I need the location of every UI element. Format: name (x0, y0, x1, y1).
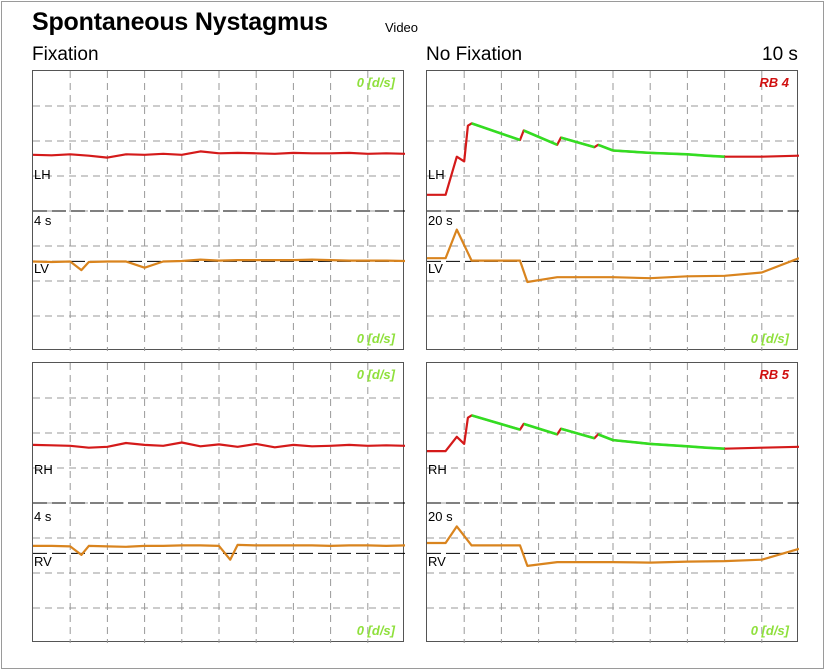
slow-phase-segment (471, 414, 521, 431)
trace-rv (427, 525, 799, 567)
velocity-label-bottom: 0 [d/s] (750, 331, 789, 346)
slow-phase-segment (560, 136, 595, 149)
label-scale: 4 s (34, 213, 52, 228)
no-fixation-header: No Fixation (426, 44, 523, 65)
trace-lv (33, 258, 405, 272)
label-h: RH (34, 462, 53, 477)
beat-count-label: RB 4 (759, 75, 789, 90)
slow-phase-segment (523, 422, 558, 436)
label-scale: 4 s (34, 509, 52, 524)
label-v: LV (428, 261, 443, 276)
chart-bottom-right (427, 363, 799, 643)
slow-phase-segment (650, 151, 688, 156)
slow-phase-segment (612, 438, 651, 446)
chart-top-left (33, 71, 405, 351)
trace-lv (427, 228, 799, 284)
trace-rv (33, 543, 405, 561)
fixation-header: Fixation (32, 44, 99, 65)
velocity-label-top: 0 [d/s] (356, 367, 395, 382)
label-scale: 20 s (428, 509, 453, 524)
slow-phase-segment (597, 143, 614, 152)
trace-lh (33, 150, 405, 159)
slow-phase-segment (560, 427, 595, 440)
label-h: LH (428, 167, 445, 182)
beat-count-label: RB 5 (759, 367, 789, 382)
page-title: Spontaneous Nystagmus (32, 8, 328, 36)
slow-phase-segment (705, 446, 725, 450)
panel-top-right: RB 4 0 [d/s] LH 20 s LV (426, 70, 799, 351)
label-v: LV (34, 261, 49, 276)
label-v: RV (428, 554, 446, 569)
velocity-label-bottom: 0 [d/s] (750, 623, 789, 638)
velocity-label-top: 0 [d/s] (356, 75, 395, 90)
slow-phase-segment (650, 442, 688, 448)
chart-bottom-left (33, 363, 405, 643)
velocity-label-bottom: 0 [d/s] (356, 623, 395, 638)
panel-bottom-right: RB 5 0 [d/s] RH 20 s RV (426, 362, 799, 643)
chart-top-right (427, 71, 799, 351)
label-h: LH (34, 167, 51, 182)
duration-label: 10 s (762, 44, 798, 65)
slow-phase-segment (597, 433, 614, 442)
mode-label: Video (385, 20, 419, 35)
slow-phase-segment (687, 445, 707, 450)
slow-phase-segment (705, 154, 725, 158)
label-scale: 20 s (428, 213, 453, 228)
label-v: RV (34, 554, 52, 569)
panel-top-left: 0 [d/s] 0 [d/s] LH 4 s LV (32, 70, 405, 351)
label-h: RH (428, 462, 447, 477)
slow-phase-segment (687, 153, 707, 158)
velocity-label-bottom: 0 [d/s] (356, 331, 395, 346)
panel-bottom-left: 0 [d/s] 0 [d/s] RH 4 s RV (32, 362, 405, 643)
slow-phase-segment (471, 122, 521, 142)
slow-phase-segment (612, 149, 651, 155)
slow-phase-segment (523, 129, 558, 146)
trace-rh (33, 441, 405, 449)
